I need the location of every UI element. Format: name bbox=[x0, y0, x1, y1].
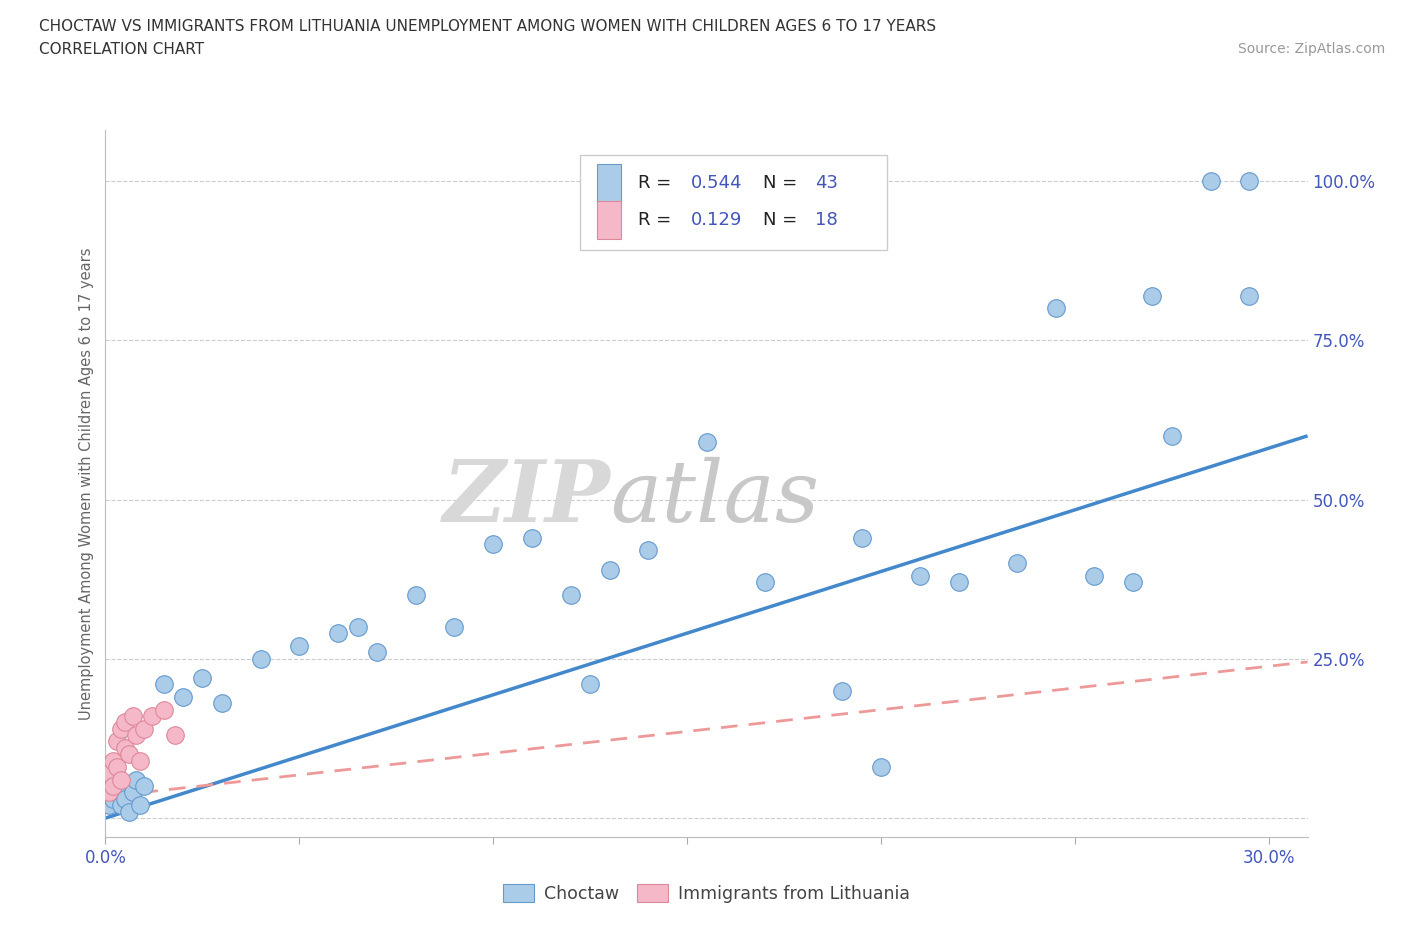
Point bbox=[1083, 568, 1105, 583]
Point bbox=[249, 651, 271, 666]
Point bbox=[118, 747, 141, 762]
Text: 0.129: 0.129 bbox=[690, 211, 742, 229]
Text: CHOCTAW VS IMMIGRANTS FROM LITHUANIA UNEMPLOYMENT AMONG WOMEN WITH CHILDREN AGES: CHOCTAW VS IMMIGRANTS FROM LITHUANIA UNE… bbox=[39, 19, 936, 33]
Point bbox=[211, 696, 233, 711]
Point bbox=[114, 791, 136, 806]
Point bbox=[141, 709, 163, 724]
Point bbox=[754, 575, 776, 590]
Point bbox=[579, 677, 602, 692]
Text: 0.544: 0.544 bbox=[690, 174, 742, 193]
Point bbox=[405, 588, 427, 603]
Point bbox=[366, 644, 388, 659]
Point bbox=[696, 434, 718, 449]
Point bbox=[482, 537, 505, 551]
Point bbox=[560, 588, 582, 603]
Point bbox=[118, 804, 141, 819]
Point bbox=[110, 722, 132, 737]
Text: Source: ZipAtlas.com: Source: ZipAtlas.com bbox=[1237, 42, 1385, 56]
Point bbox=[637, 543, 659, 558]
Point bbox=[125, 772, 148, 787]
Point bbox=[870, 760, 893, 775]
Point bbox=[288, 639, 311, 654]
Point bbox=[134, 778, 156, 793]
Point bbox=[105, 734, 128, 749]
Point bbox=[152, 677, 174, 692]
Point bbox=[172, 689, 194, 704]
Point bbox=[98, 785, 121, 800]
Bar bbox=[581, 155, 887, 250]
Point bbox=[129, 753, 152, 768]
Point bbox=[114, 715, 136, 730]
Point bbox=[831, 684, 853, 698]
Point bbox=[1142, 288, 1164, 303]
Text: 18: 18 bbox=[814, 211, 838, 229]
Point bbox=[191, 671, 214, 685]
Text: ZIP: ZIP bbox=[443, 456, 610, 539]
Point bbox=[1045, 301, 1067, 316]
Point bbox=[165, 727, 187, 742]
Bar bbox=[598, 164, 621, 203]
Text: R =: R = bbox=[638, 211, 678, 229]
Point bbox=[1239, 288, 1261, 303]
Legend: Choctaw, Immigrants from Lithuania: Choctaw, Immigrants from Lithuania bbox=[496, 877, 917, 910]
Point bbox=[103, 778, 125, 793]
Point bbox=[98, 798, 121, 813]
Point bbox=[1005, 556, 1028, 571]
Point bbox=[121, 709, 143, 724]
Point bbox=[110, 798, 132, 813]
Point bbox=[114, 740, 136, 755]
Text: N =: N = bbox=[763, 174, 803, 193]
Point bbox=[110, 772, 132, 787]
Point bbox=[105, 760, 128, 775]
Y-axis label: Unemployment Among Women with Children Ages 6 to 17 years: Unemployment Among Women with Children A… bbox=[79, 247, 94, 720]
Point bbox=[121, 785, 143, 800]
Point bbox=[134, 722, 156, 737]
Text: R =: R = bbox=[638, 174, 678, 193]
Point bbox=[1199, 174, 1222, 189]
Text: atlas: atlas bbox=[610, 457, 820, 539]
Point bbox=[520, 530, 543, 545]
Point bbox=[346, 619, 368, 634]
Bar bbox=[598, 201, 621, 239]
Point bbox=[152, 702, 174, 717]
Point bbox=[599, 562, 621, 577]
Point bbox=[443, 619, 465, 634]
Point bbox=[326, 626, 349, 641]
Point bbox=[98, 766, 121, 781]
Point bbox=[129, 798, 152, 813]
Text: CORRELATION CHART: CORRELATION CHART bbox=[39, 42, 204, 57]
Point bbox=[908, 568, 931, 583]
Point bbox=[948, 575, 970, 590]
Point bbox=[103, 753, 125, 768]
Point bbox=[125, 727, 148, 742]
Text: N =: N = bbox=[763, 211, 803, 229]
Text: 43: 43 bbox=[814, 174, 838, 193]
Point bbox=[1239, 174, 1261, 189]
Point bbox=[851, 530, 873, 545]
Point bbox=[105, 785, 128, 800]
Point bbox=[103, 791, 125, 806]
Point bbox=[1122, 575, 1144, 590]
Point bbox=[1160, 429, 1182, 444]
